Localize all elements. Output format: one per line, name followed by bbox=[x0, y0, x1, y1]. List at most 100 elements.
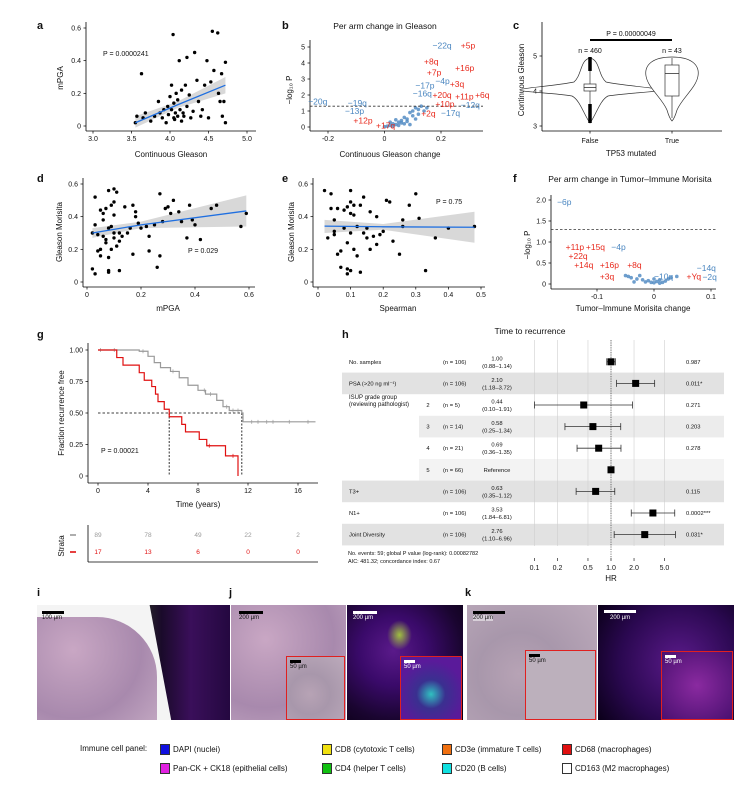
data-point bbox=[657, 278, 662, 282]
data-point bbox=[223, 60, 228, 64]
forest-row-n: (n = 106) bbox=[443, 360, 466, 366]
data-point bbox=[147, 249, 151, 253]
forest-row-ci: (0.25–1.34) bbox=[482, 429, 512, 435]
x-tick-label: 0 bbox=[85, 292, 89, 299]
data-point bbox=[394, 122, 398, 127]
data-point bbox=[189, 116, 193, 120]
legend-swatch bbox=[442, 763, 452, 774]
x-tick-label: 0.2 bbox=[436, 136, 446, 143]
legend-item: CD4 (helper T cells) bbox=[322, 763, 406, 774]
scale-bar bbox=[473, 611, 505, 614]
y-tick-label: 0 bbox=[301, 125, 305, 132]
data-point bbox=[657, 281, 662, 285]
data-point bbox=[371, 234, 376, 238]
data-point bbox=[378, 232, 382, 237]
data-point bbox=[381, 229, 385, 234]
x-tick-label: 0.1 bbox=[530, 565, 540, 572]
censor-mark bbox=[249, 419, 254, 424]
panel-letter-c: c bbox=[513, 20, 519, 32]
x-tick-label: 4 bbox=[146, 488, 150, 495]
at-risk-count: 13 bbox=[144, 549, 152, 556]
data-point bbox=[104, 241, 108, 245]
y-tick-label: 0.25 bbox=[69, 442, 83, 449]
data-point bbox=[322, 188, 327, 193]
data-point bbox=[345, 267, 350, 271]
forest-row-ci: (1.18–3.72) bbox=[482, 385, 512, 391]
forest-row-ci: (1.10–6.96) bbox=[482, 537, 512, 543]
at-risk-count: 89 bbox=[94, 532, 102, 539]
arm-label: +3q bbox=[600, 271, 615, 281]
forest-row-ci: (0.10–1.91) bbox=[482, 407, 512, 413]
forest-row-n: (n = 14) bbox=[443, 425, 463, 431]
arm-label: +14q bbox=[574, 260, 593, 270]
y-tick-label: 5 bbox=[533, 54, 537, 61]
forest-row-n: (n = 66) bbox=[443, 468, 463, 474]
scale-bar bbox=[529, 654, 540, 657]
forest-row-level: 5 bbox=[426, 468, 429, 474]
data-point bbox=[185, 236, 189, 240]
y-tick-label: 0.4 bbox=[68, 214, 78, 221]
data-point bbox=[98, 247, 103, 252]
data-point bbox=[144, 224, 149, 229]
data-point bbox=[629, 275, 633, 280]
x-tick-label: 1.0 bbox=[606, 565, 616, 572]
legend-label: DAPI (nuclei) bbox=[173, 745, 221, 754]
forest-row-n: (n = 106) bbox=[443, 511, 466, 517]
data-point bbox=[172, 117, 177, 122]
y-tick-label: 3 bbox=[533, 124, 537, 131]
y-tick-label: 3 bbox=[301, 77, 305, 84]
data-point bbox=[433, 236, 438, 240]
data-point bbox=[425, 106, 429, 110]
data-point bbox=[176, 114, 180, 118]
legend-item: CD20 (B cells) bbox=[442, 763, 507, 774]
confidence-band bbox=[135, 77, 226, 128]
panel-a-ylabel: mPGA bbox=[56, 66, 65, 90]
at-risk-count: 6 bbox=[196, 549, 200, 556]
data-point bbox=[112, 213, 116, 217]
data-point bbox=[401, 218, 405, 222]
y-tick-label: 4 bbox=[301, 61, 305, 68]
panel-h-xlabel: HR bbox=[605, 574, 617, 583]
panel-f-xlabel: Tumor–Immune Morisita change bbox=[576, 304, 691, 313]
panel-d-pvalue: P = 0.029 bbox=[188, 248, 218, 255]
data-point bbox=[181, 111, 185, 115]
panel-e-pvalue: P = 0.75 bbox=[436, 199, 462, 206]
data-point bbox=[402, 122, 407, 126]
legend-label: CD20 (B cells) bbox=[455, 764, 507, 773]
data-point bbox=[223, 121, 228, 125]
data-point bbox=[123, 205, 127, 209]
data-point bbox=[139, 226, 143, 230]
panel-b-xlabel: Continuous Gleason change bbox=[340, 150, 442, 159]
data-point bbox=[174, 91, 178, 96]
forest-row-n: (n = 21) bbox=[443, 446, 463, 452]
data-point bbox=[355, 254, 359, 258]
y-tick-label: 0.5 bbox=[536, 261, 546, 268]
forest-row-ci: (0.35–1.12) bbox=[482, 493, 512, 499]
forest-row-level: 3 bbox=[426, 425, 429, 431]
data-point bbox=[348, 211, 353, 216]
y-tick-label: 1.0 bbox=[536, 240, 546, 247]
legend-item: CD68 (macrophages) bbox=[562, 744, 651, 755]
data-point bbox=[652, 277, 656, 281]
data-point bbox=[198, 237, 203, 242]
forest-row-pvalue: 0.271 bbox=[686, 403, 701, 409]
x-tick-label: 5.0 bbox=[242, 136, 252, 143]
y-tick-label: 1 bbox=[301, 109, 305, 116]
data-point bbox=[384, 198, 389, 203]
arm-label: +2q bbox=[421, 108, 436, 118]
panel-j-he-image: 200 µm 50 µm bbox=[231, 605, 346, 720]
scale-bar bbox=[42, 611, 64, 614]
scale-bar bbox=[665, 655, 676, 658]
panel-k-he-image: 200 µm 50 µm bbox=[467, 605, 597, 720]
data-point bbox=[120, 234, 124, 238]
he-tissue bbox=[37, 617, 157, 720]
arm-label: +11p bbox=[566, 242, 585, 252]
censor-mark bbox=[287, 419, 292, 424]
box-true bbox=[664, 64, 680, 97]
data-point bbox=[156, 99, 161, 104]
data-point bbox=[93, 272, 97, 276]
data-point bbox=[168, 94, 172, 99]
panel-letter-e: e bbox=[282, 173, 288, 185]
data-point bbox=[101, 211, 105, 216]
data-point bbox=[216, 91, 221, 96]
